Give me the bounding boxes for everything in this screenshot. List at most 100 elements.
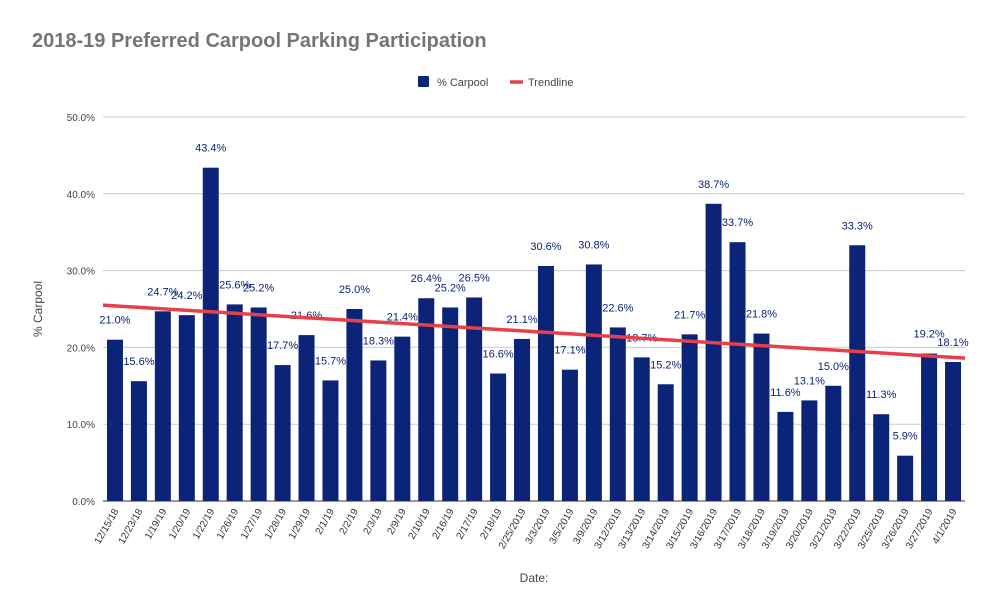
y-tick-label: 40.0% (67, 190, 95, 201)
bar (442, 307, 459, 501)
bar (274, 365, 291, 501)
bar (106, 339, 123, 501)
x-tick-label: 1/26/19 (215, 507, 241, 542)
x-tick-label: 2/2/19 (338, 507, 362, 537)
data-label: 24.7% (147, 286, 178, 298)
bar (681, 334, 698, 501)
x-tick-label: 2/9/19 (385, 507, 409, 537)
data-label: 21.4% (387, 312, 418, 324)
data-label: 30.8% (578, 239, 609, 251)
data-label: 15.0% (818, 361, 849, 373)
data-label: 33.7% (722, 217, 753, 229)
bar (705, 203, 722, 501)
x-tick-label: 1/29/19 (287, 507, 313, 542)
x-tick-label: 2/18/19 (478, 507, 504, 542)
x-tick-label: 2/10/19 (407, 507, 433, 542)
y-tick-label: 10.0% (67, 420, 95, 431)
bar (514, 338, 531, 501)
x-tick-label: 2/17/19 (455, 507, 481, 542)
data-label: 43.4% (195, 143, 226, 155)
bar (873, 414, 890, 501)
bar (298, 335, 315, 501)
bar (394, 336, 411, 501)
y-axis-label: % Carpool (31, 281, 45, 337)
bar (466, 297, 483, 501)
bar (202, 167, 219, 502)
bar (729, 242, 746, 501)
bar (370, 360, 387, 501)
y-tick-label: 30.0% (67, 267, 95, 278)
legend-label-carpool: % Carpool (437, 77, 488, 89)
data-label: 21.7% (674, 309, 705, 321)
bar (154, 311, 171, 501)
bar (657, 384, 674, 501)
bar (633, 357, 650, 501)
bar (322, 380, 339, 501)
data-label: 18.3% (363, 335, 394, 347)
bar (418, 298, 435, 501)
bar (346, 309, 363, 501)
data-label: 25.0% (339, 284, 370, 296)
data-label: 26.4% (411, 273, 442, 285)
legend-label-trendline: Trendline (528, 77, 573, 89)
y-tick-label: 20.0% (67, 343, 95, 354)
bar (609, 327, 626, 501)
bar (825, 385, 842, 501)
legend-swatch-carpool (418, 76, 429, 87)
data-label: 11.6% (770, 387, 801, 399)
data-label: 25.2% (243, 282, 274, 294)
bar (753, 333, 770, 501)
bar (777, 411, 794, 501)
data-label: 21.1% (506, 314, 537, 326)
x-tick-label: 1/27/19 (239, 507, 265, 542)
bar (226, 304, 243, 501)
data-label: 21.8% (746, 309, 777, 321)
bar (537, 265, 554, 501)
data-label: 17.1% (554, 345, 585, 357)
data-label: 21.0% (99, 315, 130, 327)
data-label: 17.7% (267, 340, 298, 352)
data-label: 16.6% (482, 349, 513, 361)
bar (897, 455, 914, 501)
data-label: 30.6% (530, 241, 561, 253)
bar (130, 381, 147, 501)
x-axis-label: Date: (520, 571, 549, 585)
data-label: 26.5% (459, 272, 490, 284)
bar (921, 353, 938, 501)
x-tick-label: 1/20/19 (167, 507, 193, 542)
bar (490, 373, 507, 501)
x-tick-label: 1/19/19 (143, 507, 169, 542)
data-label: 22.6% (602, 302, 633, 314)
x-tick-label: 2/3/19 (362, 507, 386, 537)
y-tick-label: 50.0% (67, 113, 95, 124)
data-label: 15.2% (650, 359, 681, 371)
bar (849, 245, 866, 501)
chart-title: 2018-19 Preferred Carpool Parking Partic… (32, 30, 487, 52)
data-label: 38.7% (698, 179, 729, 191)
trendline (102, 303, 966, 360)
x-tick-label: 2/1/19 (314, 507, 338, 537)
x-tick-label: 1/22/19 (191, 507, 217, 542)
data-label: 5.9% (893, 431, 918, 443)
data-label: 25.2% (435, 282, 466, 294)
data-label: 19.2% (913, 329, 944, 341)
x-tick-label: 2/16/19 (431, 507, 457, 542)
data-label: 15.7% (315, 355, 346, 367)
data-label: 33.3% (842, 220, 873, 232)
bar (561, 369, 578, 501)
data-label: 25.6% (219, 279, 250, 291)
data-label: 11.3% (866, 389, 897, 401)
data-label: 15.6% (123, 356, 154, 368)
bar (801, 400, 818, 501)
bar (585, 264, 602, 501)
bar (250, 307, 267, 501)
data-label: 18.1% (937, 337, 968, 349)
data-label: 24.2% (171, 290, 202, 302)
bar (178, 315, 195, 501)
x-tick-label: 1/28/19 (263, 507, 289, 542)
bar (945, 361, 962, 501)
y-tick-label: 0.0% (72, 497, 95, 508)
data-label: 13.1% (794, 375, 825, 387)
